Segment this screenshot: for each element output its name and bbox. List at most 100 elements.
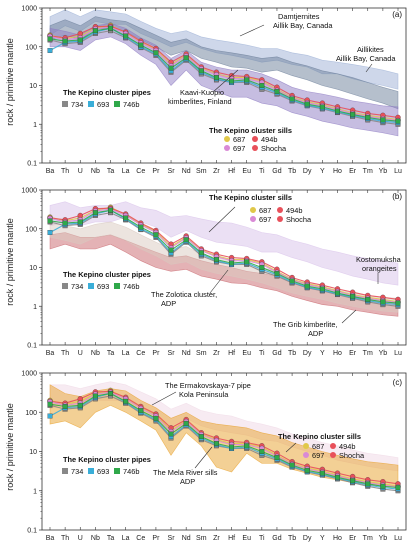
point-746b	[108, 391, 113, 396]
legend-label-693: 693	[97, 100, 109, 109]
x-tick-label: Dy	[303, 350, 312, 357]
y-tick-label: 1	[33, 122, 37, 129]
point-746b	[289, 462, 295, 468]
point-746b	[335, 108, 340, 114]
point-693	[47, 230, 53, 235]
x-tick-label: Ba	[46, 350, 55, 357]
point-746b	[47, 401, 53, 407]
y-tick-label: 1000	[21, 6, 37, 13]
annotation-aillikites-2: Aillik Bay, Canada	[336, 54, 396, 63]
point-746b	[213, 257, 219, 263]
legend-label-693-c: 693	[97, 467, 109, 476]
legend-label-746b-c: 746b	[123, 467, 139, 476]
x-tick-label: Ce	[136, 535, 145, 542]
annotation-kostomuksha-2: orangeites	[362, 264, 397, 273]
annotation-kepino-sills-c: The Kepino cluster sills	[278, 432, 361, 441]
x-tick-label: Ho	[333, 350, 342, 357]
point-746b	[108, 207, 113, 213]
legend-label-693-b: 693	[97, 282, 109, 291]
point-746b	[168, 247, 174, 253]
legend-label-494b-c: 494b	[339, 442, 355, 451]
field-band-0	[49, 201, 399, 286]
point-746b	[213, 441, 219, 446]
legend-swatch-746b-c	[114, 468, 120, 474]
y-tick-label: 0.1	[27, 161, 37, 168]
point-746b	[138, 224, 144, 230]
annotation-ermakovskaya-2: Kola Peninsula	[179, 390, 229, 399]
annotation-aillikites-1: Aillikites	[357, 45, 384, 54]
legend-label-shocha: Shocha	[261, 144, 287, 153]
legend-label-734-c: 734	[71, 467, 83, 476]
legend-label-687: 687	[233, 135, 245, 144]
point-746b	[319, 104, 325, 110]
x-tick-label: Hf	[228, 168, 235, 175]
x-tick-label: Ta	[107, 535, 115, 542]
legend-dot-687-c	[303, 443, 309, 449]
x-tick-label: Yb	[379, 350, 388, 357]
x-tick-label: Sr	[168, 350, 176, 357]
x-tick-label: Nb	[91, 535, 100, 542]
legend-swatch-746b	[114, 101, 120, 107]
point-746b	[304, 101, 310, 107]
x-tick-label: Tb	[288, 168, 296, 175]
point-746b	[380, 299, 386, 305]
y-tick-label: 1000	[21, 188, 37, 195]
legend-swatch-734	[62, 101, 68, 107]
legend-dot-shocha-c	[330, 452, 336, 458]
point-746b	[335, 474, 340, 480]
x-tick-label: Sm	[196, 168, 207, 175]
panel-a-frame	[41, 7, 407, 164]
legend-dot-494b-c	[330, 443, 336, 449]
x-tick-label: Eu	[242, 535, 251, 542]
x-tick-label: U	[78, 168, 83, 175]
y-tick-label: 100	[25, 410, 37, 417]
annotation-kepino-pipes-b: The Kepino cluster pipes	[63, 270, 151, 279]
point-746b	[274, 455, 280, 461]
y-tick-label: 10	[29, 83, 37, 90]
x-tick-label: La	[122, 535, 130, 542]
leader-damtjernites	[239, 24, 265, 37]
legend-dot-494b	[252, 136, 258, 142]
point-746b	[108, 25, 113, 31]
panel-c-axes: 0.1 1 10 100 1000 Ba Th U Nb Ta La Ce Pr Sr Nd Sm Zr Hf Eu…	[21, 371, 402, 543]
x-tick-label: Dy	[303, 168, 312, 175]
leader-sills-c	[285, 442, 297, 453]
leader-grib	[341, 309, 357, 324]
annotation-grib-2: ADP	[308, 329, 323, 338]
point-746b	[244, 259, 250, 265]
point-746b	[123, 398, 129, 404]
y-tick-label: 0.1	[27, 528, 37, 535]
point-746b	[244, 77, 250, 83]
legend-sills-a: 687 494b 697 Shocha	[224, 135, 287, 153]
panel-b-frame	[41, 189, 407, 346]
legend-label-687-b: 687	[259, 206, 271, 215]
x-tick-label: Lu	[394, 350, 402, 357]
point-746b	[259, 449, 265, 454]
point-746b	[304, 467, 310, 473]
x-tick-label: Gd	[272, 168, 281, 175]
x-tick-label: Tb	[288, 535, 296, 542]
point-746b	[168, 431, 174, 437]
series-line-746b	[49, 27, 399, 122]
point-746b	[229, 260, 235, 266]
leader-sills-b	[208, 206, 236, 233]
annotation-kaavi-1: Kaavi-Kuopio	[180, 88, 224, 97]
point-746b	[335, 290, 340, 296]
point-746b	[92, 28, 98, 34]
legend-dot-687	[224, 136, 230, 142]
annotation-kostomuksha-1: Kostomuksha	[356, 255, 402, 264]
legend-pipes-a: 734 693 746b	[62, 100, 139, 109]
x-tick-label: Ba	[46, 535, 55, 542]
x-tick-label: Nb	[91, 350, 100, 357]
panel-a-series	[47, 22, 401, 127]
panel-c-series	[47, 387, 401, 494]
point-746b	[123, 215, 129, 221]
legend-swatch-734-c	[62, 468, 68, 474]
annotation-kaavi-2: kimberlites, Finland	[168, 97, 232, 106]
x-tick-label: Nd	[182, 350, 191, 357]
x-tick-label: Sm	[196, 535, 207, 542]
panel-b: 0.1 1 10 100 1000 Ba Th U Nb Ta La Ce Pr Sr Nd Sm Zr Hf Eu…	[21, 188, 407, 357]
legend-sills-c: 687 494b 697 Shocha	[303, 442, 365, 460]
legend-dot-697-c	[303, 452, 309, 458]
point-746b	[92, 210, 98, 216]
